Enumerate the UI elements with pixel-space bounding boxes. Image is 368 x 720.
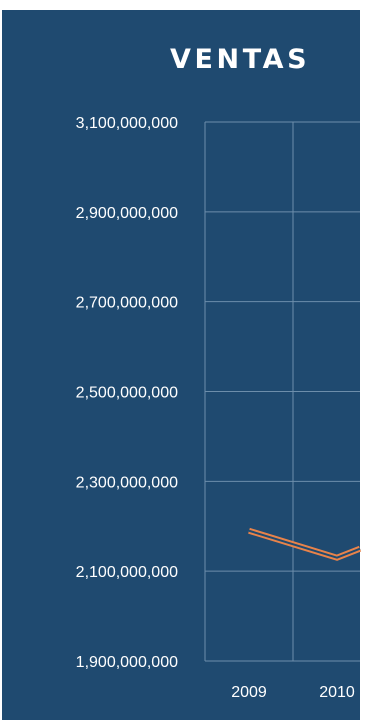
y-tick-label: 2,100,000,000 (76, 564, 178, 581)
y-tick-label: 2,500,000,000 (76, 385, 178, 402)
series-line-inner (248, 529, 361, 559)
chart-panel (2, 10, 360, 720)
y-tick-label: 2,700,000,000 (76, 295, 178, 312)
y-tick-label: 1,900,000,000 (76, 654, 178, 671)
y-tick-label: 2,300,000,000 (76, 474, 178, 491)
series-line (248, 527, 362, 561)
x-tick-label: 2010 (319, 684, 355, 701)
y-tick-label: 2,900,000,000 (76, 205, 178, 222)
chart-title: VENTAS (170, 44, 311, 75)
x-tick-label: 2009 (231, 684, 267, 701)
y-tick-label: 3,100,000,000 (76, 115, 178, 132)
